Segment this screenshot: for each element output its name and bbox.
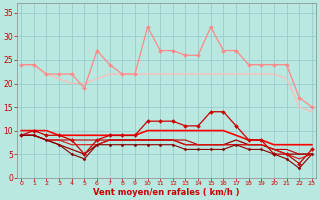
X-axis label: Vent moyen/en rafales ( km/h ): Vent moyen/en rafales ( km/h ) [93, 188, 240, 197]
